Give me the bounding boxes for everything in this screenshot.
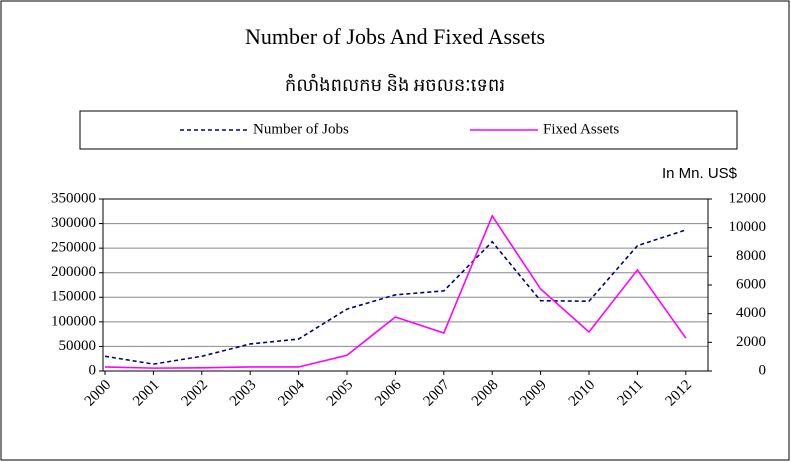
chart-subtitle: កំលាំងពលកម និង អចលនៈទេពរ: [285, 73, 505, 95]
y2-tick-label: 6000: [736, 276, 766, 292]
y-tick-label: 300000: [51, 215, 96, 231]
y-tick-label: 150000: [51, 289, 96, 305]
chart-title: Number of Jobs And Fixed Assets: [245, 24, 545, 49]
y2-tick-label: 4000: [736, 305, 766, 321]
y2-axis-label: In Mn. US$: [662, 165, 738, 182]
y-tick-label: 0: [89, 362, 97, 378]
y-tick-label: 50000: [59, 338, 97, 354]
y2-tick-label: 12000: [729, 190, 767, 206]
series-line: [104, 229, 687, 365]
series-line: [104, 214, 687, 369]
legend-label: Fixed Assets: [543, 121, 619, 137]
legend-label: Number of Jobs: [253, 121, 349, 137]
y-tick-label: 350000: [51, 190, 96, 206]
y-tick-label: 250000: [51, 240, 96, 256]
y-tick-label: 200000: [51, 264, 96, 280]
y2-tick-label: 0: [759, 362, 767, 378]
y-tick-label: 100000: [51, 313, 96, 329]
y2-tick-label: 8000: [736, 248, 766, 264]
legend-box: [79, 110, 738, 150]
plot-frame: [102, 198, 709, 372]
y2-tick-label: 2000: [736, 334, 766, 350]
y2-tick-label: 10000: [729, 219, 767, 235]
